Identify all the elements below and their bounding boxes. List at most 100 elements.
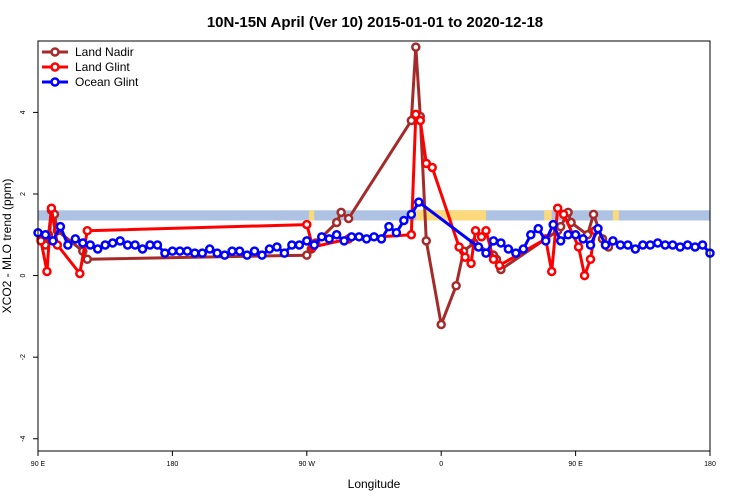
plot-frame bbox=[37, 40, 711, 452]
data-point bbox=[391, 227, 402, 238]
band-highlight bbox=[544, 210, 552, 221]
data-point bbox=[40, 230, 51, 240]
data-point bbox=[115, 236, 125, 246]
data-point bbox=[630, 244, 641, 254]
data-point bbox=[324, 234, 334, 244]
data-point bbox=[376, 234, 387, 244]
data-point bbox=[526, 230, 536, 240]
data-point bbox=[451, 281, 461, 291]
data-point bbox=[697, 240, 708, 250]
y-tick-label: 2 bbox=[20, 192, 27, 196]
x-axis-label: Longitude bbox=[348, 477, 401, 491]
data-point bbox=[615, 240, 626, 250]
data-point bbox=[82, 254, 93, 265]
data-point bbox=[242, 250, 252, 260]
data-point bbox=[339, 236, 349, 246]
x-tick-label: 180 bbox=[167, 461, 179, 468]
data-point bbox=[227, 246, 237, 256]
data-point bbox=[82, 225, 93, 236]
data-point bbox=[466, 258, 476, 269]
data-point bbox=[272, 242, 282, 252]
legend-marker bbox=[50, 47, 60, 57]
band-highlight bbox=[612, 210, 619, 221]
x-axis: 90 E 180 90 W 0 90 E 180 bbox=[31, 451, 716, 468]
data-point bbox=[190, 248, 200, 258]
data-point bbox=[585, 240, 596, 250]
data-point bbox=[503, 244, 514, 254]
data-point bbox=[197, 248, 208, 258]
y-axis: -4 -2 0 2 4 bbox=[20, 110, 38, 442]
data-point bbox=[623, 240, 633, 250]
data-point bbox=[234, 246, 245, 256]
data-point bbox=[411, 42, 421, 52]
data-point bbox=[175, 246, 185, 256]
data-point bbox=[219, 250, 230, 260]
data-point bbox=[473, 242, 484, 252]
data-point bbox=[182, 246, 193, 256]
data-point bbox=[588, 209, 599, 220]
data-point bbox=[46, 203, 57, 214]
data-point bbox=[264, 244, 275, 254]
data-point bbox=[361, 234, 372, 244]
data-point bbox=[518, 244, 529, 254]
series-ocean-glint bbox=[33, 197, 715, 260]
data-point bbox=[309, 240, 320, 250]
data-point bbox=[42, 266, 52, 277]
data-point bbox=[346, 232, 357, 242]
y-tick-label: -2 bbox=[20, 354, 27, 360]
data-point bbox=[608, 236, 618, 246]
legend-item-land-nadir: Land Nadir bbox=[42, 45, 134, 59]
data-point bbox=[415, 115, 426, 126]
legend-marker bbox=[50, 77, 60, 87]
data-point bbox=[160, 248, 170, 258]
data-point bbox=[55, 221, 66, 232]
data-point bbox=[287, 240, 297, 250]
data-point bbox=[48, 236, 58, 246]
legend-item-ocean-glint: Ocean Glint bbox=[42, 75, 139, 89]
x-tick-label: 180 bbox=[704, 461, 716, 468]
data-point bbox=[302, 236, 312, 246]
data-point bbox=[573, 242, 584, 252]
data-point bbox=[652, 238, 663, 248]
data-point bbox=[488, 254, 499, 265]
data-point bbox=[481, 225, 491, 236]
x-tick-label: 90 W bbox=[299, 461, 316, 468]
data-point bbox=[481, 248, 491, 258]
data-point bbox=[533, 223, 544, 234]
data-point bbox=[336, 207, 346, 218]
data-point bbox=[552, 203, 563, 214]
data-point bbox=[122, 240, 133, 250]
data-point bbox=[63, 240, 73, 250]
data-point bbox=[354, 232, 364, 242]
data-point bbox=[460, 252, 470, 262]
data-point bbox=[660, 240, 670, 250]
data-point bbox=[212, 248, 222, 258]
data-point bbox=[406, 230, 417, 240]
data-point bbox=[107, 238, 118, 248]
data-point bbox=[145, 240, 155, 250]
band-highlight bbox=[415, 210, 486, 221]
data-point bbox=[421, 158, 432, 169]
series-land-glint bbox=[36, 109, 600, 281]
legend-item-land-glint: Land Glint bbox=[42, 60, 130, 74]
data-point bbox=[496, 238, 506, 248]
data-point bbox=[167, 246, 178, 256]
data-point bbox=[130, 240, 140, 250]
data-point bbox=[343, 213, 354, 224]
data-point bbox=[638, 240, 648, 250]
y-tick-label: 4 bbox=[20, 110, 27, 114]
data-point bbox=[369, 232, 379, 242]
x-tick-label: 90 E bbox=[31, 461, 46, 468]
y-tick-label: -4 bbox=[20, 436, 27, 442]
data-point bbox=[75, 268, 85, 279]
data-point bbox=[436, 319, 446, 330]
data-point bbox=[558, 209, 569, 220]
x-tick-label: 90 E bbox=[568, 461, 583, 468]
data-point bbox=[579, 270, 590, 281]
data-point bbox=[570, 230, 581, 240]
data-point bbox=[279, 248, 290, 258]
x-tick-label: 0 bbox=[439, 461, 443, 468]
data-point bbox=[414, 197, 424, 207]
